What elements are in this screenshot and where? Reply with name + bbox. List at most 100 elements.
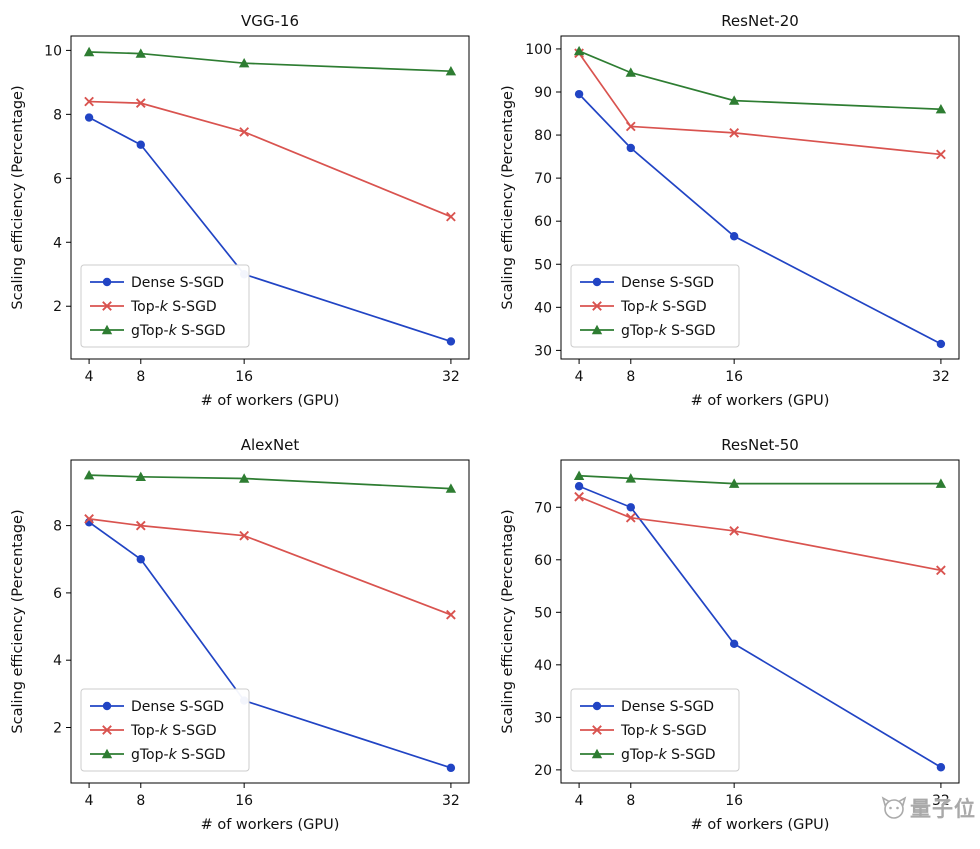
legend-item-dense-s-sgd: Dense S-SGD — [580, 699, 714, 715]
legend-item-top-k-s-sgd: Top-k S-SGD — [580, 723, 707, 739]
y-tick-label: 80 — [534, 128, 552, 144]
series-markers-dense-s-sgd — [574, 482, 946, 772]
y-tick-label: 50 — [534, 257, 552, 273]
legend-label: Top-k S-SGD — [130, 723, 217, 739]
resnet20-chart: 4 8 16 32 30 40 50 60 70 80 90 100 ResNet-20 # of wor… — [500, 12, 960, 409]
x-axis-label: # of workers (GPU) — [691, 817, 830, 833]
y-axis-label: Scaling efficiency (Percentage) — [500, 509, 516, 733]
legend-item-dense-s-sgd: Dense S-SGD — [90, 275, 224, 291]
legend: Dense S-SGD Top-k S-SGD gTop-k S-SGD — [570, 688, 740, 772]
series-markers-gtop-k-s-sgd — [573, 470, 947, 488]
y-axis: 20 30 40 50 60 70 — [534, 500, 561, 779]
legend-label: Dense S-SGD — [131, 275, 224, 291]
legend-label: Dense S-SGD — [131, 699, 224, 715]
legend-item-dense-s-sgd: Dense S-SGD — [90, 699, 224, 715]
legend-item-top-k-s-sgd: Top-k S-SGD — [90, 723, 217, 739]
y-tick-label: 60 — [534, 553, 552, 569]
y-tick-label: 8 — [53, 107, 62, 123]
y-tick-label: 10 — [44, 43, 62, 59]
series-line-top-k-s-sgd — [88, 518, 452, 616]
y-tick-label: 2 — [53, 720, 62, 736]
x-axis: 4 8 16 32 — [85, 359, 460, 385]
y-tick-label: 30 — [534, 710, 552, 726]
vgg16-chart: 4 8 16 32 2 4 6 8 10 VGG-16 # of workers (GPU) Scal… — [10, 12, 470, 409]
series-line-gtop-k-s-sgd — [578, 50, 941, 111]
chart-title: AlexNet — [241, 436, 300, 454]
x-axis: 4 8 16 32 — [575, 359, 950, 385]
x-tick-label: 8 — [626, 793, 635, 809]
legend-item-gtop-k-s-sgd: gTop-k S-SGD — [90, 323, 226, 339]
series-markers-top-k-s-sgd — [574, 491, 946, 576]
chart-title: ResNet-20 — [721, 12, 799, 30]
x-axis-label: # of workers (GPU) — [201, 817, 340, 833]
legend-box — [80, 264, 250, 348]
y-tick-label: 8 — [53, 519, 62, 535]
y-axis-label: Scaling efficiency (Percentage) — [10, 509, 26, 733]
legend-label: Top-k S-SGD — [620, 299, 707, 315]
series-markers-gtop-k-s-sgd — [573, 45, 947, 114]
qbitai-logo-icon — [881, 796, 907, 819]
y-axis: 2 4 6 8 — [53, 519, 71, 736]
legend-item-gtop-k-s-sgd: gTop-k S-SGD — [580, 747, 716, 763]
series-markers-top-k-s-sgd — [84, 514, 456, 620]
x-tick-label: 16 — [235, 369, 253, 385]
legend-label: Dense S-SGD — [621, 699, 714, 715]
series-line-top-k-s-sgd — [578, 52, 941, 156]
series-line-gtop-k-s-sgd — [579, 474, 941, 485]
chart-panel-resnet50: 4 8 16 32 20 30 40 50 60 70 ResNet-50 # of workers … — [490, 424, 980, 849]
legend-box — [570, 688, 740, 772]
y-axis: 30 40 50 60 70 80 90 100 — [525, 42, 561, 359]
legend-label: Dense S-SGD — [621, 275, 714, 291]
series-line-dense-s-sgd — [578, 485, 942, 768]
x-axis-label: # of workers (GPU) — [201, 393, 340, 409]
chart-panel-resnet20: 4 8 16 32 30 40 50 60 70 80 90 100 ResNet-20 # of wor… — [490, 0, 980, 424]
y-tick-label: 70 — [534, 500, 552, 516]
x-tick-label: 4 — [85, 793, 94, 809]
legend: Dense S-SGD Top-k S-SGD gTop-k S-SGD — [80, 264, 250, 348]
y-axis-label: Scaling efficiency (Percentage) — [10, 85, 26, 309]
series-line-top-k-s-sgd — [89, 100, 452, 218]
y-tick-label: 100 — [525, 42, 552, 58]
x-tick-label: 4 — [575, 793, 584, 809]
y-tick-label: 50 — [534, 605, 552, 621]
y-tick-label: 2 — [53, 299, 62, 315]
legend-label: gTop-k S-SGD — [621, 747, 716, 763]
x-tick-label: 32 — [442, 793, 460, 809]
x-tick-label: 32 — [932, 369, 950, 385]
legend: Dense S-SGD Top-k S-SGD gTop-k S-SGD — [80, 688, 250, 772]
x-axis: 4 8 16 32 — [85, 783, 460, 809]
x-tick-label: 32 — [932, 793, 950, 809]
x-tick-label: 4 — [575, 369, 584, 385]
legend-label: gTop-k S-SGD — [131, 323, 226, 339]
series-line-gtop-k-s-sgd — [89, 51, 451, 73]
y-tick-label: 40 — [534, 658, 552, 674]
y-tick-label: 4 — [53, 653, 62, 669]
watermark: 量子位 — [880, 793, 976, 823]
legend-item-dense-s-sgd: Dense S-SGD — [580, 275, 714, 291]
legend-label: Top-k S-SGD — [620, 723, 707, 739]
series-markers-gtop-k-s-sgd — [83, 46, 457, 76]
chart-panel-vgg16: 4 8 16 32 2 4 6 8 10 VGG-16 # of workers (GPU) Scal… — [0, 0, 490, 424]
y-axis: 2 4 6 8 10 — [44, 43, 71, 315]
series-line-dense-s-sgd — [578, 93, 942, 345]
y-tick-label: 70 — [534, 171, 552, 187]
x-tick-label: 16 — [235, 793, 253, 809]
legend-item-top-k-s-sgd: Top-k S-SGD — [580, 299, 707, 315]
watermark-text: 量子位 — [910, 797, 976, 821]
series-line-gtop-k-s-sgd — [89, 474, 451, 490]
x-tick-label: 8 — [626, 369, 635, 385]
legend-item-top-k-s-sgd: Top-k S-SGD — [90, 299, 217, 315]
series-markers-top-k-s-sgd — [84, 96, 456, 222]
series-markers-dense-s-sgd — [574, 89, 946, 349]
y-axis-label: Scaling efficiency (Percentage) — [500, 85, 516, 309]
chart-title: ResNet-50 — [721, 436, 799, 454]
legend-item-gtop-k-s-sgd: gTop-k S-SGD — [580, 323, 716, 339]
y-tick-label: 30 — [534, 343, 552, 359]
legend-label: Top-k S-SGD — [130, 299, 217, 315]
legend-box — [80, 688, 250, 772]
chart-title: VGG-16 — [241, 12, 299, 30]
y-tick-label: 6 — [53, 171, 62, 187]
chart-panel-alexnet: 4 8 16 32 2 4 6 8 AlexNet # of workers (GPU) Scali… — [0, 424, 490, 849]
